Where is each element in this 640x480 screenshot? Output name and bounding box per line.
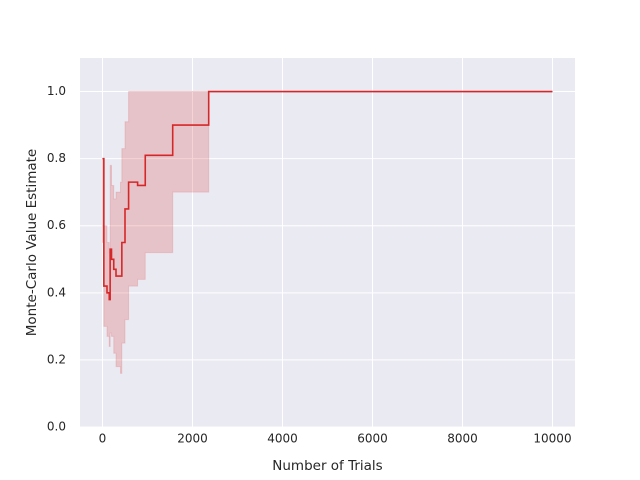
x-axis-label: Number of Trials bbox=[272, 458, 382, 474]
x-tick-label: 10000 bbox=[533, 432, 571, 446]
y-tick-label: 0.8 bbox=[47, 151, 66, 165]
x-tick-label: 2000 bbox=[177, 432, 208, 446]
x-tick-label: 6000 bbox=[357, 432, 388, 446]
y-tick-label: 0.2 bbox=[47, 352, 66, 366]
y-tick-label: 0.0 bbox=[47, 420, 66, 434]
y-tick-label: 1.0 bbox=[47, 84, 66, 98]
y-tick-label: 0.4 bbox=[47, 285, 66, 299]
y-axis-label: Monte-Carlo Value Estimate bbox=[24, 149, 40, 336]
x-tick-label: 8000 bbox=[447, 432, 478, 446]
x-tick-label: 4000 bbox=[267, 432, 298, 446]
plot-area bbox=[80, 58, 575, 427]
confidence-band bbox=[102, 91, 553, 374]
line bbox=[102, 90, 553, 301]
x-tick-label: 0 bbox=[99, 432, 107, 446]
y-tick-label: 0.6 bbox=[47, 218, 66, 232]
